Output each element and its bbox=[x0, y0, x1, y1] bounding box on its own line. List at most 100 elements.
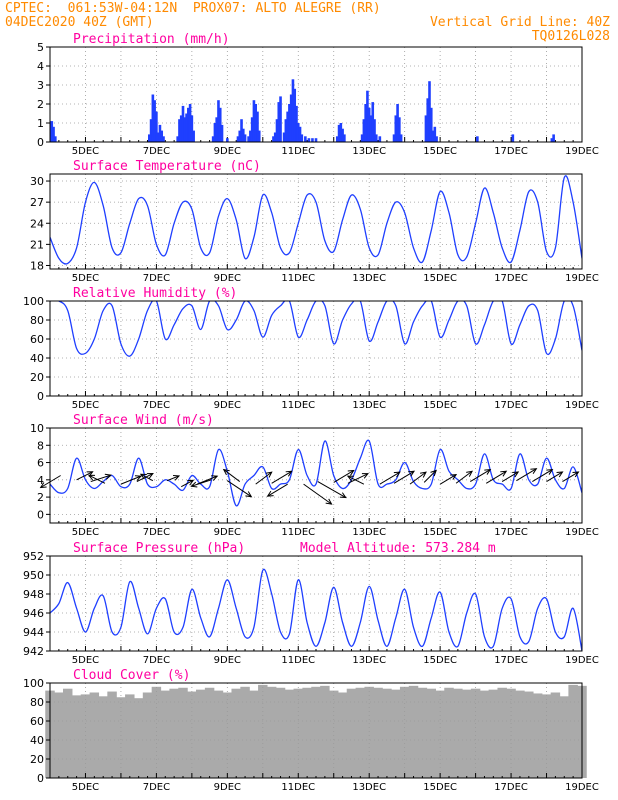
precip-bar bbox=[226, 138, 229, 142]
cloud-bar bbox=[169, 688, 179, 778]
cloud-xtick-label: 7DEC bbox=[143, 782, 170, 793]
press-xtick-label: 19DEC bbox=[565, 655, 599, 666]
wind-vector bbox=[88, 474, 106, 484]
cloud-bar bbox=[337, 692, 348, 778]
precip-bar bbox=[511, 134, 515, 142]
cloud-bar bbox=[293, 688, 303, 778]
temp-xtick-label: 5DEC bbox=[72, 273, 99, 284]
temp-ytick-label: 24 bbox=[30, 217, 44, 230]
cloud-xtick-label: 17DEC bbox=[494, 782, 528, 793]
precip-bar bbox=[371, 102, 375, 142]
cloud-ytick-label: 20 bbox=[30, 753, 44, 766]
precip-bar bbox=[238, 130, 242, 142]
wind-vector-head bbox=[265, 471, 273, 478]
cloud-bar bbox=[373, 687, 383, 778]
cloud-bar bbox=[444, 687, 454, 778]
wind-vector-head bbox=[39, 482, 47, 489]
precip-bar bbox=[156, 132, 160, 142]
precip-bar bbox=[187, 107, 190, 142]
press-xtick-label: 15DEC bbox=[423, 655, 457, 666]
cloud-ytick-label: 40 bbox=[30, 734, 44, 747]
precip-bar bbox=[183, 117, 187, 142]
precip-bar bbox=[252, 100, 256, 142]
wind-vector bbox=[562, 471, 579, 482]
wind-vector bbox=[140, 473, 154, 482]
cloud-bar bbox=[462, 689, 472, 778]
wind-vector bbox=[303, 483, 332, 505]
wind-vector-head bbox=[285, 470, 293, 477]
precip-ytick-label: 2 bbox=[37, 98, 44, 111]
cloud-bar bbox=[142, 692, 153, 778]
precip-bar bbox=[374, 134, 378, 142]
press-panel: Surface Pressure (hPa) Model Altitude: 57… bbox=[23, 541, 599, 666]
cloud-frame bbox=[49, 682, 583, 779]
wind-vector-head bbox=[393, 471, 401, 478]
press-ytick-label: 946 bbox=[23, 607, 44, 620]
cloud-bar bbox=[54, 692, 64, 778]
precip-bar bbox=[426, 98, 430, 142]
cloud-bar bbox=[497, 687, 507, 778]
cloud-bar bbox=[559, 696, 569, 778]
wind-vector bbox=[501, 471, 519, 482]
precip-bar bbox=[218, 107, 222, 142]
cloud-bar bbox=[63, 688, 73, 778]
precip-bar bbox=[282, 132, 286, 142]
cloud-bar bbox=[302, 687, 312, 778]
precip-bar bbox=[429, 107, 433, 142]
precip-bar bbox=[275, 119, 279, 142]
temp-xtick-label: 15DEC bbox=[423, 273, 457, 284]
cloud-bar bbox=[116, 697, 126, 778]
precip-bar bbox=[373, 119, 376, 142]
wind-vector bbox=[191, 479, 212, 487]
cloud-xtick-label: 9DEC bbox=[214, 782, 241, 793]
rh-ytick-label: 80 bbox=[30, 314, 44, 327]
cloud-bar bbox=[240, 686, 250, 778]
wind-vector bbox=[532, 469, 553, 482]
wind-vector bbox=[76, 471, 93, 481]
temp-ytick-label: 30 bbox=[30, 175, 44, 188]
cloud-bar bbox=[426, 688, 436, 778]
precip-bar bbox=[295, 105, 298, 142]
press-ytick-label: 950 bbox=[23, 569, 44, 582]
precip-bar bbox=[424, 115, 428, 142]
wind-xtick-label: 11DEC bbox=[281, 527, 315, 538]
wind-ytick-label: 10 bbox=[30, 422, 44, 435]
cloud-bar bbox=[506, 688, 516, 778]
cloud-xtick-label: 5DEC bbox=[72, 782, 99, 793]
precip-bar bbox=[428, 81, 431, 142]
temp-xtick-label: 7DEC bbox=[143, 273, 170, 284]
precip-bar bbox=[148, 134, 151, 142]
cloud-ytick-label: 0 bbox=[37, 772, 44, 785]
rh-xtick-label: 13DEC bbox=[352, 400, 386, 411]
wind-vector-head bbox=[430, 469, 437, 477]
header-model: TQ0126L028 bbox=[531, 29, 610, 44]
precip-bar bbox=[192, 130, 195, 142]
cloud-ytick-label: 80 bbox=[30, 696, 44, 709]
wind-vector bbox=[180, 479, 194, 488]
precip-bar bbox=[341, 128, 344, 142]
cloud-bar bbox=[320, 685, 330, 778]
wind-vector-head bbox=[87, 474, 95, 481]
wind-vector-head bbox=[466, 470, 474, 477]
rh-frame bbox=[49, 300, 583, 397]
precip-bar bbox=[296, 123, 300, 142]
precip-xtick-label: 9DEC bbox=[214, 146, 241, 157]
precip-bar bbox=[335, 136, 339, 142]
precip-bar bbox=[552, 134, 555, 142]
precip-bar bbox=[293, 88, 297, 142]
wind-vector-head bbox=[339, 492, 347, 499]
wind-vector bbox=[347, 473, 369, 484]
wind-xtick-label: 19DEC bbox=[565, 527, 599, 538]
wind-xtick-label: 7DEC bbox=[143, 527, 170, 538]
precip-frame bbox=[49, 46, 583, 143]
precip-bar bbox=[236, 136, 240, 142]
cloud-bar bbox=[488, 689, 499, 778]
precip-bar bbox=[155, 111, 158, 142]
wind-vector-head bbox=[450, 473, 458, 480]
cloud-bar bbox=[364, 686, 374, 778]
wind-vector-head bbox=[134, 475, 143, 481]
precip-bar bbox=[343, 134, 346, 142]
precip-xtick-label: 11DEC bbox=[281, 146, 315, 157]
temp-ytick-label: 21 bbox=[30, 238, 44, 251]
